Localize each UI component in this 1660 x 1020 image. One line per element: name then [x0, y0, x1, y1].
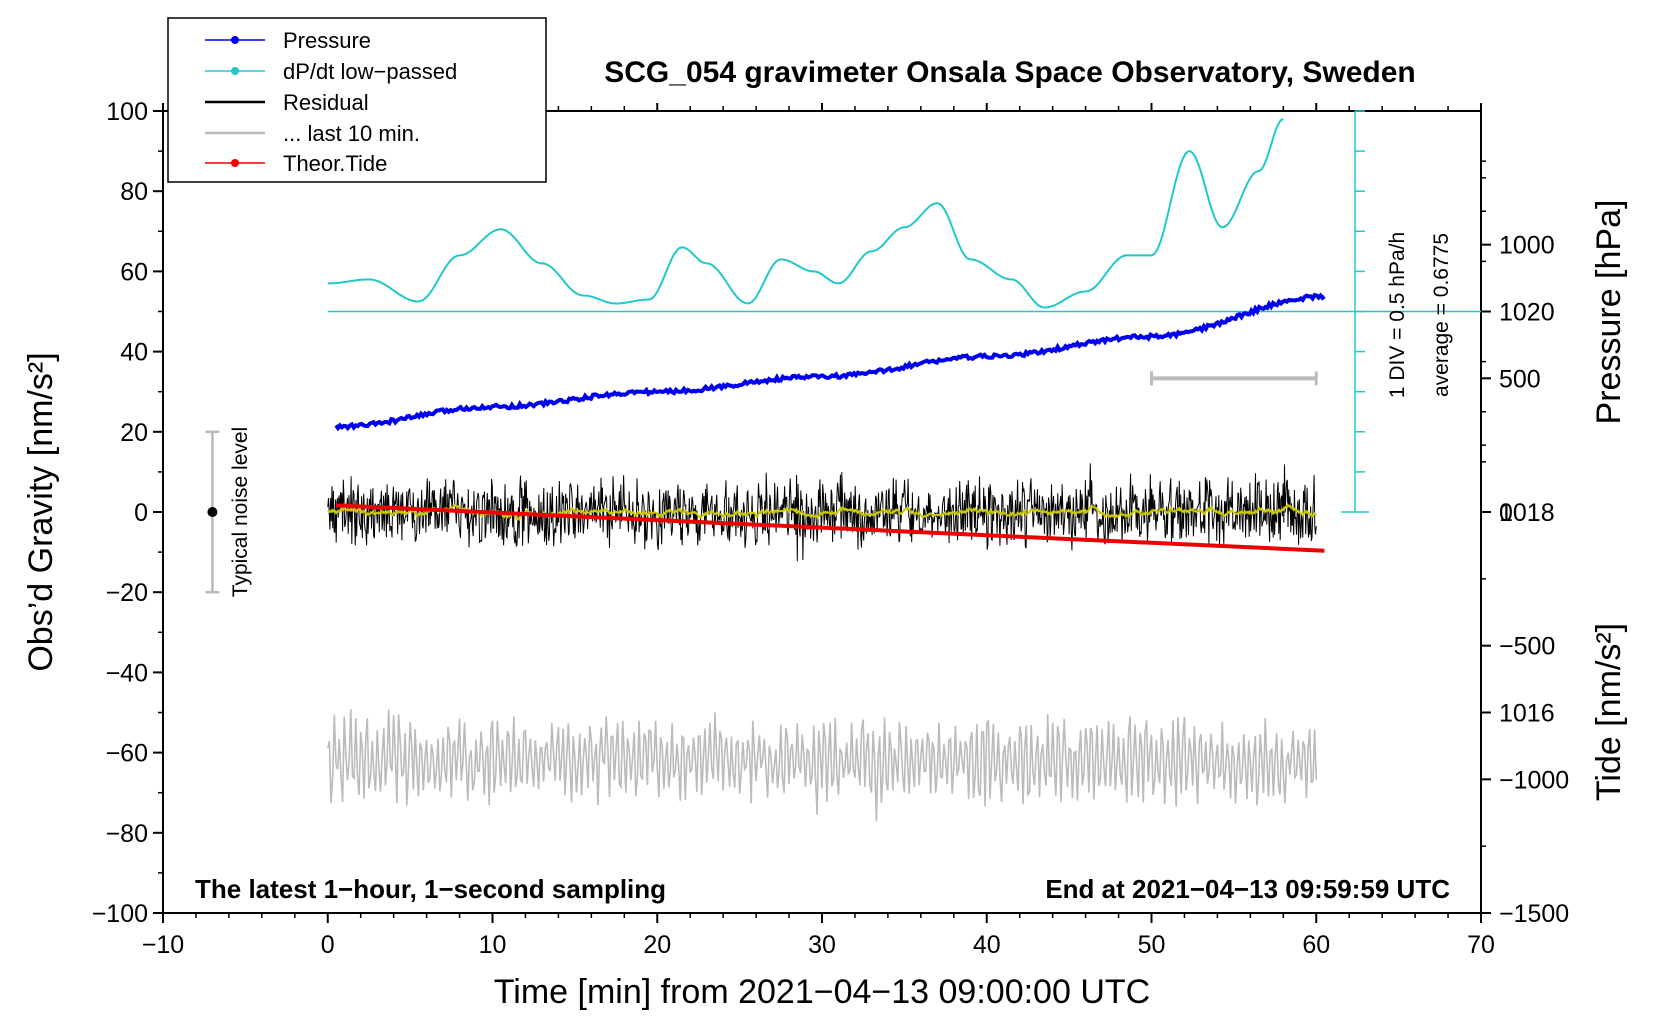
- tide-tick-label-3: 0: [1499, 499, 1513, 527]
- pressure-tick-label-0: 1016: [1499, 700, 1555, 728]
- y-tick-label-0: −100: [92, 900, 148, 928]
- y-tick-label-1: −80: [106, 820, 148, 848]
- x-tick-label-5: 40: [973, 931, 1001, 959]
- div-label: 1 DIV = 0.5 hPa/h: [1386, 232, 1409, 398]
- noise-level-label: Typical noise level: [229, 427, 252, 597]
- legend-marker-tide: [231, 159, 239, 167]
- pressure-series-line: [334, 292, 1326, 432]
- y-axis-title-left: Obs’d Gravity [nm/s²]: [22, 352, 60, 671]
- x-tick-label-6: 50: [1138, 931, 1166, 959]
- legend-marker-pressure: [231, 36, 239, 44]
- y-tick-label-4: −20: [106, 579, 148, 607]
- y-tick-label-10: 100: [106, 98, 148, 126]
- pressure-tick-label-2: 1020: [1499, 299, 1555, 327]
- annotation-layer: [205, 110, 1369, 594]
- legend-label-pressure: Pressure: [283, 28, 371, 53]
- pressure-tick-label-1: 1018: [1499, 499, 1555, 527]
- y-tick-label-3: −40: [106, 659, 148, 687]
- noise-bar-center-dot: [207, 507, 218, 517]
- x-tick-label-8: 70: [1467, 931, 1495, 959]
- tide-tick-label-2: −500: [1499, 633, 1555, 661]
- x-tick-label-4: 30: [808, 931, 836, 959]
- average-label: average = 0.6775: [1430, 233, 1453, 397]
- tide-tick-label-0: −1500: [1499, 900, 1569, 928]
- legend-label-residual: Residual: [283, 90, 369, 115]
- x-tick-label-0: −10: [142, 931, 184, 959]
- dpdt-series-line: [327, 118, 1284, 309]
- legend-label-dpdt: dP/dt low−passed: [283, 59, 457, 84]
- legend: Pressure dP/dt low−passed Residual ... l…: [167, 17, 547, 183]
- legend-box: [167, 17, 547, 183]
- sampling-note: The latest 1−hour, 1−second sampling: [195, 874, 666, 904]
- tide-tick-label-1: −1000: [1499, 766, 1569, 794]
- tide-tick-label-4: 500: [1499, 365, 1541, 393]
- end-time-note: End at 2021−04−13 09:59:59 UTC: [1045, 874, 1450, 904]
- y-tick-label-9: 80: [120, 178, 148, 206]
- y-tick-label-8: 60: [120, 258, 148, 286]
- y-tick-label-6: 20: [120, 419, 148, 447]
- series-layer: [327, 118, 1481, 822]
- x-axis-title: Time [min] from 2021−04−13 09:00:00 UTC: [494, 973, 1150, 1011]
- chart-title: SCG_054 gravimeter Onsala Space Observat…: [604, 56, 1416, 89]
- y-tick-label-5: 0: [134, 499, 148, 527]
- x-tick-label-1: 0: [321, 931, 335, 959]
- y-tick-label-2: −60: [106, 740, 148, 768]
- tide-tick-label-5: 1000: [1499, 232, 1555, 260]
- pressure-axis-title: Pressure [hPa]: [1590, 200, 1628, 425]
- tide-axis-title: Tide [nm/s²]: [1590, 623, 1628, 801]
- x-tick-label-7: 60: [1302, 931, 1330, 959]
- residual-series-line: [327, 463, 1317, 562]
- legend-marker-dpdt: [231, 67, 239, 75]
- x-tick-label-3: 20: [643, 931, 671, 959]
- last10-series-line: [327, 708, 1318, 822]
- legend-label-tide: Theor.Tide: [283, 151, 387, 176]
- tide-series-line: [335, 503, 1325, 553]
- axes-layer: −10 0 10 20 30 40 50 60 70−100−80−60−40−20020406…: [92, 98, 1570, 959]
- legend-label-last10: ... last 10 min.: [283, 121, 420, 146]
- y-tick-label-7: 40: [120, 339, 148, 367]
- x-tick-label-2: 10: [479, 931, 507, 959]
